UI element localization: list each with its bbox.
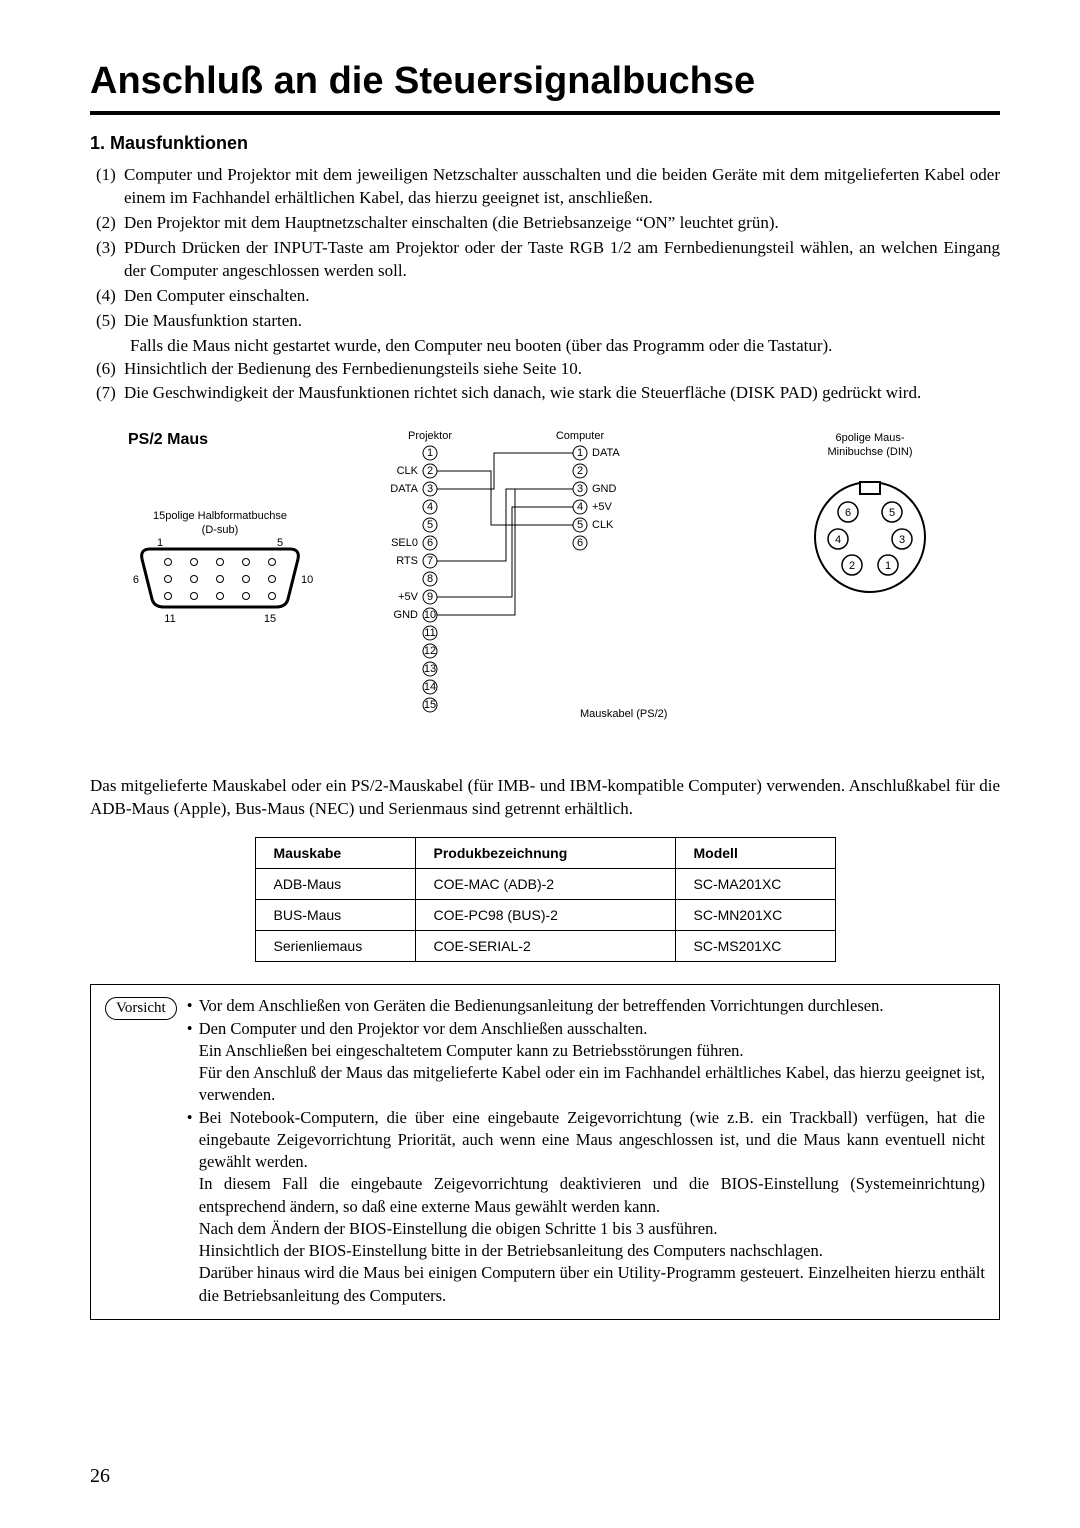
caution-line: Ein Anschließen bei eingeschaltetem Comp… — [199, 1040, 985, 1062]
table-header: Produkbezeichnung — [415, 838, 675, 869]
table-header: Mauskabe — [255, 838, 415, 869]
svg-text:13: 13 — [424, 663, 436, 675]
svg-text:3: 3 — [577, 483, 583, 495]
svg-text:5: 5 — [577, 519, 583, 531]
paragraph-cables: Das mitgelieferte Mauskabel oder ein PS/… — [90, 775, 1000, 821]
svg-text:CLK: CLK — [592, 519, 614, 531]
table-cell: Serienliemaus — [255, 931, 415, 962]
wiring-diagram: Projektor Computer 12CLK3DATA456SEL07RTS… — [350, 427, 770, 757]
diagram-row: PS/2 Maus 15polige Halbformatbuchse (D-s… — [90, 427, 1000, 757]
step-item: (4)Den Computer einschalten. — [90, 285, 1000, 308]
svg-text:1: 1 — [577, 447, 583, 459]
page-number: 26 — [90, 1465, 110, 1488]
cable-table: MauskabeProdukbezeichnungModellADB-MausC… — [255, 837, 836, 962]
svg-text:5: 5 — [889, 507, 895, 519]
svg-text:SEL0: SEL0 — [391, 537, 418, 549]
caution-badge: Vorsicht — [105, 997, 177, 1019]
svg-text:10: 10 — [301, 574, 313, 586]
table-row: BUS-MausCOE-PC98 (BUS)-2SC-MN201XC — [255, 900, 835, 931]
svg-text:Mauskabel (PS/2): Mauskabel (PS/2) — [580, 708, 667, 720]
svg-text:14: 14 — [424, 681, 436, 693]
caution-box: Vorsicht •Vor dem Anschließen von Geräte… — [90, 984, 1000, 1320]
table-cell: ADB-Maus — [255, 869, 415, 900]
svg-text:15: 15 — [264, 613, 276, 625]
svg-text:Computer: Computer — [556, 430, 605, 442]
step-item: (1)Computer und Projektor mit dem jeweil… — [90, 164, 1000, 210]
svg-text:GND: GND — [394, 609, 419, 621]
svg-text:3: 3 — [427, 483, 433, 495]
table-cell: COE-PC98 (BUS)-2 — [415, 900, 675, 931]
svg-text:15: 15 — [424, 699, 436, 711]
din-connector-diagram: 6polige Maus- Minibuchse (DIN) 6 5 4 3 2 1 — [770, 427, 1000, 627]
svg-text:4: 4 — [577, 501, 583, 513]
table-cell: COE-MAC (ADB)-2 — [415, 869, 675, 900]
svg-text:5: 5 — [277, 537, 283, 549]
din-connector-column: 6polige Maus- Minibuchse (DIN) 6 5 4 3 2 1 — [770, 427, 1000, 632]
svg-text:RTS: RTS — [396, 555, 418, 567]
table-cell: SC-MN201XC — [675, 900, 835, 931]
dsub-connector-diagram: 15polige Halbformatbuchse (D-sub) 1 5 6 … — [90, 449, 350, 649]
caution-bullet: •Vor dem Anschließen von Geräten die Bed… — [187, 995, 985, 1017]
svg-text:6: 6 — [845, 507, 851, 519]
svg-text:DATA: DATA — [592, 447, 620, 459]
diagram-left-column: PS/2 Maus 15polige Halbformatbuchse (D-s… — [90, 427, 350, 654]
svg-text:6: 6 — [133, 574, 139, 586]
svg-text:12: 12 — [424, 645, 436, 657]
caution-body: •Vor dem Anschließen von Geräten die Bed… — [187, 995, 985, 1307]
table-row: ADB-MausCOE-MAC (ADB)-2SC-MA201XC — [255, 869, 835, 900]
caution-line: Hinsichtlich der BIOS-Einstellung bitte … — [199, 1240, 985, 1262]
svg-text:+5V: +5V — [398, 591, 419, 603]
svg-text:2: 2 — [577, 465, 583, 477]
title-underline — [90, 111, 1000, 115]
svg-text:Minibuchse (DIN): Minibuchse (DIN) — [828, 446, 913, 458]
svg-text:4: 4 — [835, 534, 841, 546]
step-item: (7)Die Geschwindigkeit der Mausfunktione… — [90, 382, 1000, 405]
svg-text:7: 7 — [427, 555, 433, 567]
svg-text:CLK: CLK — [397, 465, 419, 477]
svg-text:+5V: +5V — [592, 501, 613, 513]
svg-text:DATA: DATA — [390, 483, 418, 495]
svg-text:1: 1 — [427, 447, 433, 459]
svg-text:6polige Maus-: 6polige Maus- — [835, 432, 904, 444]
steps-list: (1)Computer und Projektor mit dem jeweil… — [90, 164, 1000, 405]
table-header: Modell — [675, 838, 835, 869]
caution-line: Darüber hinaus wird die Maus bei einigen… — [199, 1262, 985, 1307]
step-item: (6)Hinsichtlich der Bedienung des Fernbe… — [90, 358, 1000, 381]
svg-text:8: 8 — [427, 573, 433, 585]
svg-text:2: 2 — [427, 465, 433, 477]
caution-line: In diesem Fall die eingebaute Zeigevorri… — [199, 1173, 985, 1218]
svg-text:5: 5 — [427, 519, 433, 531]
svg-text:9: 9 — [427, 591, 433, 603]
svg-text:1: 1 — [157, 537, 163, 549]
svg-text:4: 4 — [427, 501, 433, 513]
svg-text:2: 2 — [849, 560, 855, 572]
svg-text:3: 3 — [899, 534, 905, 546]
svg-text:11: 11 — [424, 627, 435, 639]
svg-text:(D-sub): (D-sub) — [202, 524, 239, 536]
ps2-maus-label: PS/2 Maus — [128, 431, 350, 449]
svg-text:10: 10 — [424, 609, 436, 621]
caution-line: Für den Anschluß der Maus das mitgeliefe… — [199, 1062, 985, 1107]
svg-text:1: 1 — [885, 560, 891, 572]
section-heading: 1. Mausfunktionen — [90, 133, 1000, 154]
table-cell: SC-MS201XC — [675, 931, 835, 962]
step-subtext: Falls die Maus nicht gestartet wurde, de… — [130, 335, 1000, 358]
step-item: (5)Die Mausfunktion starten. — [90, 310, 1000, 333]
svg-text:6: 6 — [577, 537, 583, 549]
svg-text:Projektor: Projektor — [408, 430, 452, 442]
table-cell: COE-SERIAL-2 — [415, 931, 675, 962]
svg-text:GND: GND — [592, 483, 617, 495]
svg-text:11: 11 — [164, 613, 175, 625]
table-cell: BUS-Maus — [255, 900, 415, 931]
table-cell: SC-MA201XC — [675, 869, 835, 900]
svg-text:15polige Halbformatbuchse: 15polige Halbformatbuchse — [153, 510, 287, 522]
table-row: SerienliemausCOE-SERIAL-2SC-MS201XC — [255, 931, 835, 962]
step-item: (3)PDurch Drücken der INPUT-Taste am Pro… — [90, 237, 1000, 283]
caution-bullet: •Bei Notebook-Computern, die über eine e… — [187, 1107, 985, 1174]
step-item: (2)Den Projektor mit dem Hauptnetzschalt… — [90, 212, 1000, 235]
svg-text:6: 6 — [427, 537, 433, 549]
caution-bullet: •Den Computer und den Projektor vor dem … — [187, 1018, 985, 1040]
caution-line: Nach dem Ändern der BIOS-Einstellung die… — [199, 1218, 985, 1240]
page-title: Anschluß an die Steuersignalbuchse — [90, 60, 1000, 103]
